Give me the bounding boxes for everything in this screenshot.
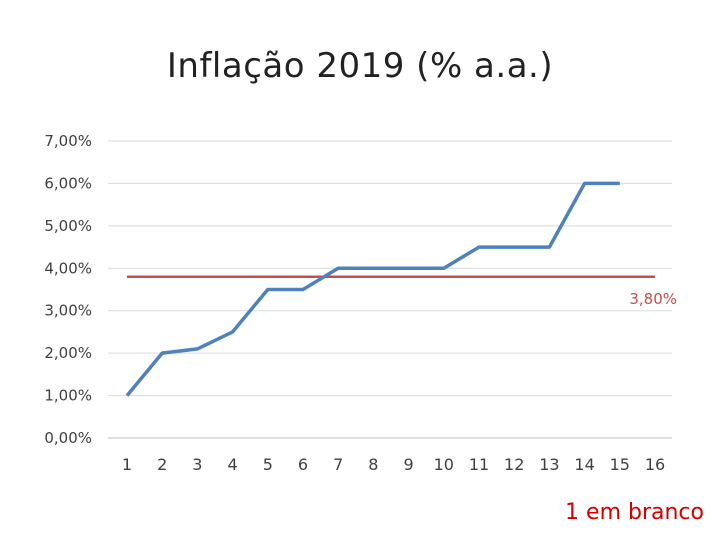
x-tick-label: 4 <box>228 455 238 474</box>
x-tick-label: 12 <box>504 455 524 474</box>
series-group <box>125 181 620 397</box>
reference-line-label: 3,80% <box>629 290 677 308</box>
y-tick-label: 7,00% <box>44 132 92 150</box>
x-axis-tick-labels: 1 2 3 4 5 6 7 8 9 10 11 12 13 14 15 16 <box>122 455 665 474</box>
x-tick-label: 8 <box>368 455 378 474</box>
gridlines <box>108 140 672 439</box>
y-tick-label: 0,00% <box>44 429 92 447</box>
x-tick-label: 7 <box>333 455 343 474</box>
y-axis-tick-labels: 0,00% 1,00% 2,00% 3,00% 4,00% 5,00% 6,00% 7,00% <box>44 132 92 447</box>
x-tick-label: 5 <box>263 455 273 474</box>
series-line <box>125 181 620 397</box>
y-tick-label: 3,00% <box>44 302 92 320</box>
x-tick-label: 13 <box>539 455 559 474</box>
x-tick-label: 15 <box>610 455 630 474</box>
chart-title: Inflação 2019 (% a.a.) <box>166 46 554 86</box>
y-tick-label: 4,00% <box>44 259 92 277</box>
y-tick-label: 6,00% <box>44 174 92 192</box>
x-tick-label: 10 <box>434 455 454 474</box>
x-tick-label: 16 <box>645 455 665 474</box>
y-tick-label: 1,00% <box>44 387 92 405</box>
y-tick-label: 5,00% <box>44 217 92 235</box>
x-tick-label: 1 <box>122 455 132 474</box>
footnote-note: 1 em branco <box>565 500 704 525</box>
x-tick-label: 2 <box>157 455 167 474</box>
x-tick-label: 3 <box>192 455 202 474</box>
y-tick-label: 2,00% <box>44 344 92 362</box>
reference-line-group: 3,80% <box>127 275 677 308</box>
x-tick-label: 11 <box>469 455 489 474</box>
x-tick-label: 9 <box>404 455 414 474</box>
x-tick-label: 14 <box>574 455 594 474</box>
x-tick-label: 6 <box>298 455 308 474</box>
